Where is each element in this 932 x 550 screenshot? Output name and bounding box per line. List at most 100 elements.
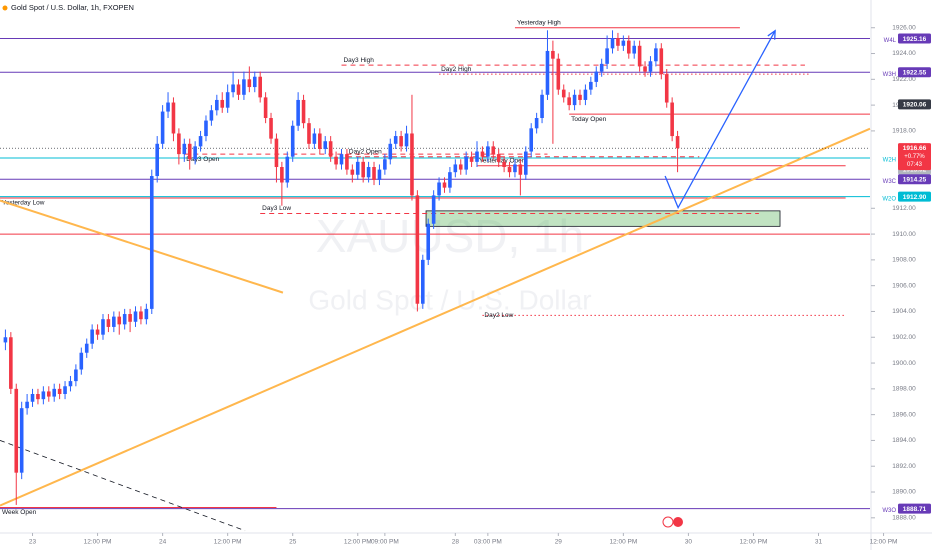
candle-body <box>177 133 181 155</box>
symbol-dot <box>2 5 8 11</box>
trendline <box>0 199 284 294</box>
candle-body <box>247 79 252 88</box>
candle-body <box>112 316 116 327</box>
trendline <box>0 440 246 532</box>
candle-body <box>572 94 577 106</box>
candle-body <box>616 38 620 46</box>
level-label: Week Open <box>2 509 37 516</box>
candle-body <box>415 195 420 304</box>
candle-body <box>95 329 100 335</box>
candle-body <box>496 154 501 162</box>
candle-body <box>426 223 431 260</box>
candle-body <box>637 45 642 67</box>
candle-body <box>355 161 360 175</box>
candle-body <box>421 259 425 304</box>
candle-body <box>171 102 176 134</box>
candle-body <box>269 118 273 139</box>
candle-body <box>366 167 371 178</box>
y-tick-label: 1926.00 <box>892 24 916 31</box>
x-tick-label: 28 <box>452 539 460 546</box>
candle-body <box>632 45 637 54</box>
candle-body <box>626 40 631 54</box>
x-tick-label: 12:00 PM <box>870 539 898 546</box>
level-label: Day2 Low <box>484 312 513 319</box>
candle-body <box>323 141 328 149</box>
zone <box>425 210 781 227</box>
line-tag: W2H <box>883 158 896 164</box>
price-badge <box>898 174 931 185</box>
y-tick-label: 1900.00 <box>892 360 916 367</box>
candle-body <box>410 133 414 196</box>
candle-body <box>225 92 230 108</box>
x-tick-label: 12:00 PM <box>740 539 768 546</box>
price-badge <box>898 99 931 110</box>
plot: Yesterday High Day3 High Day2 High Today Op… <box>0 19 871 532</box>
candle-body <box>79 352 84 370</box>
candle-body <box>307 123 311 144</box>
line-tag: W2O <box>882 196 896 202</box>
candle-body <box>561 89 566 98</box>
candle-body <box>182 143 187 155</box>
y-tick-label: 1890.00 <box>892 489 916 496</box>
candle-body <box>144 308 149 320</box>
candle-body <box>9 337 13 389</box>
candle-body <box>84 343 89 353</box>
candle-body <box>19 408 24 473</box>
candle-body <box>133 311 138 322</box>
y-tick-label: 1894.00 <box>892 437 916 444</box>
candle-body <box>404 133 409 147</box>
y-tick-label: 1924.00 <box>892 50 916 57</box>
candle-body <box>659 48 664 75</box>
candle-body <box>236 84 241 95</box>
candle-body <box>453 164 458 173</box>
flag-icon[interactable] <box>673 517 683 527</box>
y-tick-label: 1888.00 <box>892 515 916 522</box>
candle-body <box>583 89 588 100</box>
candle-body <box>578 94 582 100</box>
candle-body <box>372 167 376 180</box>
candle-body <box>383 159 387 170</box>
alert-icon[interactable] <box>662 516 674 528</box>
candle-body <box>263 97 268 119</box>
y-tick-label: 1912.00 <box>892 205 916 212</box>
candle-body <box>290 125 295 157</box>
candle-body <box>388 143 393 160</box>
candle-body <box>328 141 333 157</box>
candle-body <box>46 391 51 397</box>
candle-body <box>30 394 35 402</box>
candle-body <box>301 99 306 124</box>
candle-body <box>491 146 496 155</box>
candle-body <box>431 195 436 224</box>
price-badge <box>898 67 931 78</box>
candle-body <box>545 50 550 95</box>
level-label: Day3 High <box>343 57 374 64</box>
candle-body <box>670 102 674 137</box>
candle-body <box>193 146 197 160</box>
candle-body <box>122 314 127 325</box>
level-label: Today Open <box>571 116 606 123</box>
x-tick-label: 23 <box>29 539 37 546</box>
candle-body <box>507 167 512 173</box>
candle-body <box>204 120 208 137</box>
candle-body <box>399 136 403 147</box>
candle-body <box>280 167 284 183</box>
candle-body <box>486 146 490 157</box>
candle-body <box>621 40 626 46</box>
level-label: Day2 Open <box>349 148 382 155</box>
candle-body <box>534 118 539 129</box>
x-tick-label: 31 <box>815 539 823 546</box>
candle-body <box>448 172 452 188</box>
line-tag: W3O <box>882 508 896 514</box>
level-label: Yesterday Open <box>479 157 526 164</box>
candle-body <box>605 48 609 64</box>
candle-body <box>3 337 8 343</box>
x-tick-label: 12:00 PM <box>214 539 242 546</box>
candle-body <box>556 58 561 90</box>
candle-body <box>155 143 159 177</box>
line-tag: W4L <box>884 38 897 44</box>
candle-body <box>654 48 658 62</box>
candle-body <box>393 136 398 144</box>
price-badge <box>898 191 931 202</box>
